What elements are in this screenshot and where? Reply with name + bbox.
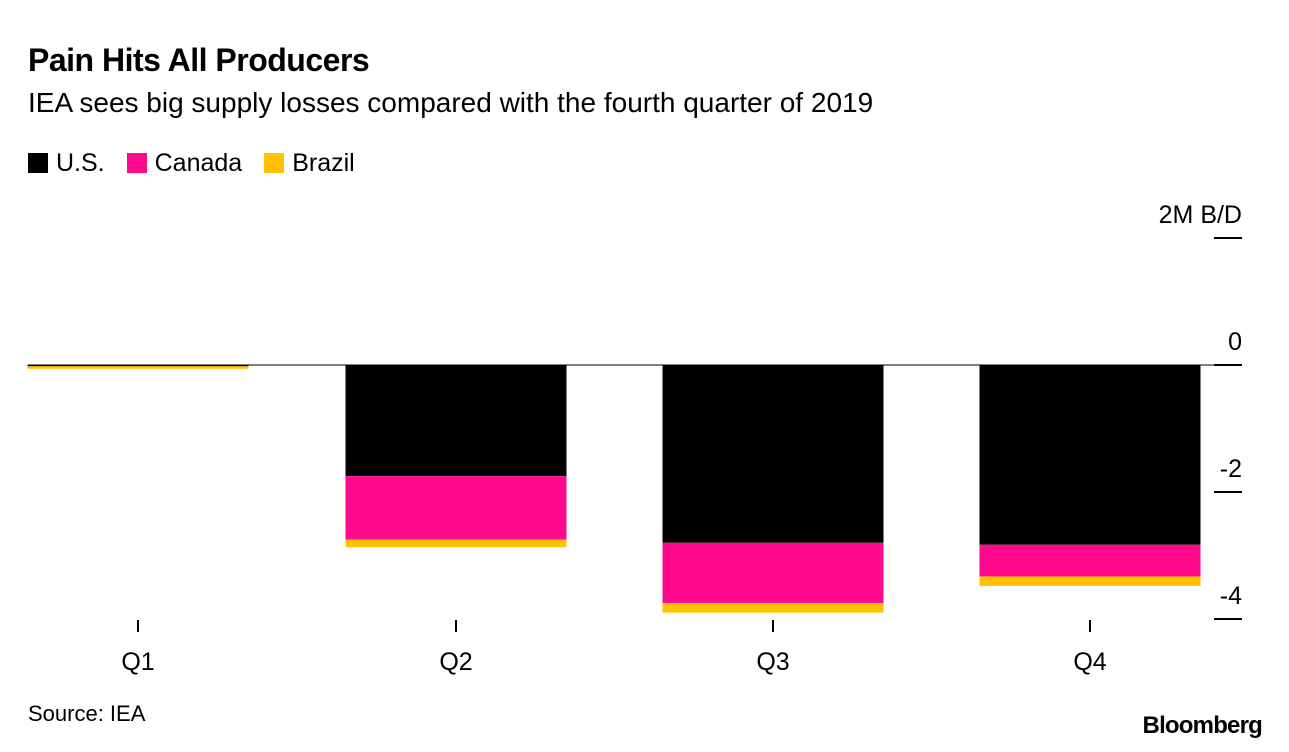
- x-tick-label: Q4: [1073, 648, 1106, 676]
- legend-item-brazil: Brazil: [264, 147, 355, 179]
- y-tick-label: 2M B/D: [1159, 201, 1242, 229]
- legend-item-canada: Canada: [126, 147, 243, 179]
- bar-q3-canada: [662, 542, 884, 604]
- y-tick-label: -2: [1220, 455, 1242, 483]
- bar-q1-brazil: [27, 366, 249, 369]
- bar-q4-canada: [979, 544, 1201, 577]
- bar-q3-us: [662, 365, 884, 543]
- bar-q2-us: [345, 365, 567, 477]
- legend-swatch-brazil: [264, 153, 285, 173]
- bar-q1-us: [27, 365, 249, 367]
- y-tick-label: -4: [1220, 582, 1242, 610]
- legend-item-us: U.S.: [28, 147, 105, 179]
- x-tick-label: Q3: [756, 648, 789, 676]
- bar-q2-canada: [345, 476, 567, 540]
- legend-label-canada: Canada: [154, 149, 243, 177]
- legend-swatch-canada: [126, 153, 147, 173]
- bar-q2-brazil: [345, 539, 567, 548]
- y-tick-label: 0: [1228, 328, 1242, 356]
- legend: U.S. Canada Brazil: [28, 147, 377, 179]
- legend-label-brazil: Brazil: [292, 149, 355, 177]
- x-tick-label: Q2: [439, 648, 472, 676]
- legend-label-us: U.S.: [56, 149, 105, 177]
- bar-q4-us: [979, 365, 1201, 545]
- bloomberg-logo: Bloomberg: [1142, 712, 1263, 739]
- x-tick-label: Q1: [121, 648, 154, 676]
- bar-q3-brazil: [662, 603, 884, 613]
- chart-title: Pain Hits All Producers: [28, 42, 370, 78]
- source-note: Source: IEA: [28, 701, 146, 726]
- bar-q4-brazil: [979, 576, 1201, 586]
- chart-subtitle: IEA sees big supply losses compared with…: [28, 87, 874, 118]
- legend-swatch-us: [28, 153, 48, 173]
